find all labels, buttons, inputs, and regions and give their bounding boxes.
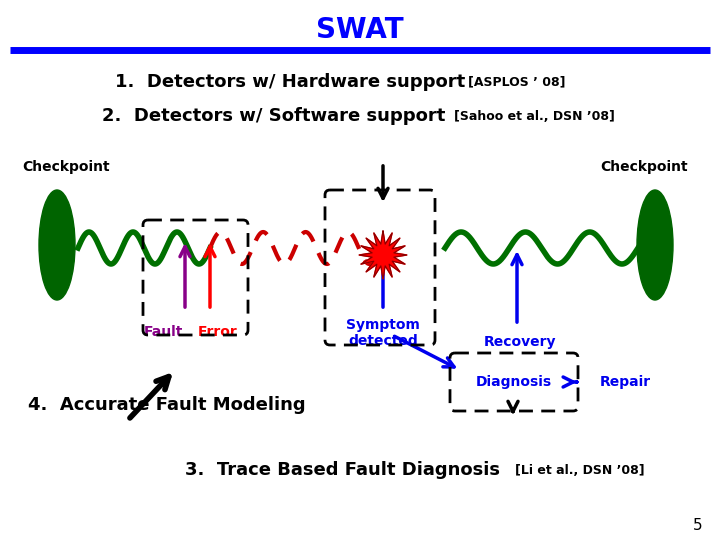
Text: [Sahoo et al., DSN ’08]: [Sahoo et al., DSN ’08] xyxy=(454,110,615,123)
Text: 4.  Accurate Fault Modeling: 4. Accurate Fault Modeling xyxy=(28,396,305,414)
Text: Checkpoint: Checkpoint xyxy=(22,160,109,174)
Text: Recovery: Recovery xyxy=(484,335,557,349)
Text: 1.  Detectors w/ Hardware support: 1. Detectors w/ Hardware support xyxy=(115,73,472,91)
Text: [ASPLOS ’ 08]: [ASPLOS ’ 08] xyxy=(468,76,565,89)
Text: 5: 5 xyxy=(693,517,703,532)
Text: Checkpoint: Checkpoint xyxy=(600,160,688,174)
Text: 3.  Trace Based Fault Diagnosis: 3. Trace Based Fault Diagnosis xyxy=(185,461,506,479)
Polygon shape xyxy=(359,231,407,279)
Text: Diagnosis: Diagnosis xyxy=(476,375,552,389)
Text: SWAT: SWAT xyxy=(316,16,404,44)
Text: 2.  Detectors w/ Software support: 2. Detectors w/ Software support xyxy=(102,107,451,125)
Text: Fault: Fault xyxy=(143,325,183,339)
Ellipse shape xyxy=(39,190,75,300)
Text: Symptom
detected: Symptom detected xyxy=(346,318,420,348)
Text: Error: Error xyxy=(198,325,238,339)
Text: Repair: Repair xyxy=(600,375,651,389)
Text: [Li et al., DSN ’08]: [Li et al., DSN ’08] xyxy=(515,463,644,476)
Ellipse shape xyxy=(637,190,673,300)
